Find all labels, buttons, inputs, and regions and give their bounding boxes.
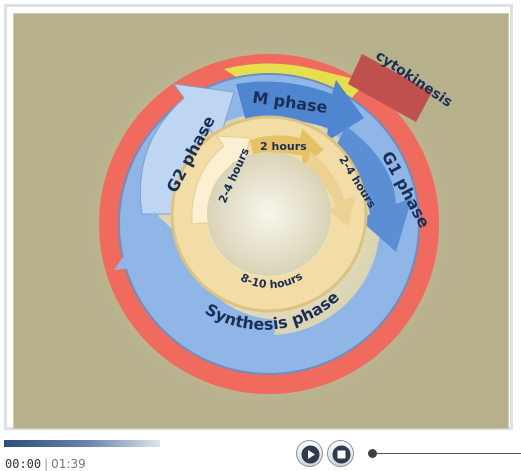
play-button[interactable]	[296, 440, 323, 467]
blue-ring-edge	[118, 73, 420, 375]
total-time: 01:39	[51, 457, 86, 471]
inner-m-arrow	[250, 128, 324, 166]
volume-knob[interactable]	[368, 449, 377, 458]
volume-slider-track[interactable]	[377, 453, 521, 454]
inner-ring-shadow	[170, 115, 368, 313]
stop-icon	[332, 445, 351, 464]
time-display: 00:00 | 01:39	[5, 457, 86, 471]
play-icon	[301, 445, 320, 464]
player-controls: 00:00 | 01:39	[0, 430, 521, 471]
time-separator: |	[44, 457, 49, 471]
cell-cycle-diagram: M phase G1 phase G2 phase cytokinesis Sy…	[69, 24, 469, 424]
current-time: 00:00	[5, 457, 42, 471]
inner-g1-arrow	[306, 152, 356, 226]
m-duration-label: 2 hours	[260, 140, 307, 153]
center-disc	[207, 152, 331, 276]
m-phase-arrow	[236, 80, 364, 142]
g1-arrow	[332, 126, 412, 252]
cytokinesis-bar	[348, 54, 432, 122]
video-stage[interactable]: M phase G1 phase G2 phase cytokinesis Sy…	[13, 13, 509, 429]
progress-bar[interactable]	[4, 440, 160, 447]
stop-button[interactable]	[327, 440, 354, 467]
synthesis-arrow	[114, 212, 276, 354]
